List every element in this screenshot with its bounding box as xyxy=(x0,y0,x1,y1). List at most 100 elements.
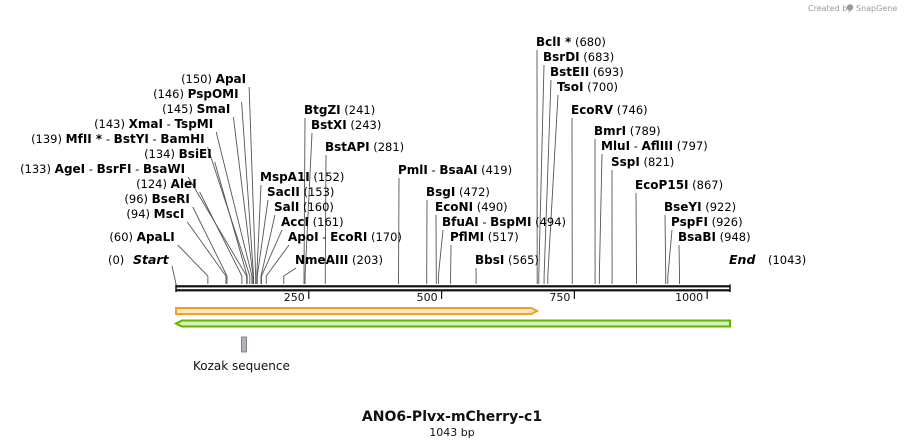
start-label: Start xyxy=(133,252,170,267)
enzyme-name: ApoI xyxy=(288,230,319,244)
cut-site-leader xyxy=(199,191,243,284)
cut-site-label: (143) XmaI - TspMI xyxy=(94,117,213,131)
cut-site-bseyi[interactable]: BseYI (922) xyxy=(664,200,736,214)
enzyme-name: AflIII xyxy=(642,139,674,153)
enzyme-name: AgeI xyxy=(55,162,85,176)
cut-site-ecorv[interactable]: EcoRV (746) xyxy=(571,103,648,117)
cut-site-bseri[interactable]: (96) BseRI xyxy=(124,192,189,206)
cut-position: (419) xyxy=(478,163,513,177)
cut-site-apali[interactable]: (60) ApaLI xyxy=(109,230,174,244)
cut-site-apai[interactable]: (150) ApaI xyxy=(181,72,246,86)
cut-site-label: BsgI (472) xyxy=(426,185,490,199)
cut-site-pmli[interactable]: PmlI - BsaAI (419) xyxy=(398,163,512,177)
cut-site-label: (60) ApaLI xyxy=(109,230,174,244)
enzyme-separator: - xyxy=(85,162,96,176)
tick-label: 750 xyxy=(549,291,570,304)
cut-site-label: (139) MfII * - BstYI - BamHI xyxy=(31,132,205,146)
enzyme-name: SacII xyxy=(267,185,300,199)
green-feature-arrow[interactable] xyxy=(173,319,731,328)
cut-site-leader xyxy=(598,153,603,284)
cut-site-btgzi[interactable]: BtgZI (241) xyxy=(304,103,375,117)
cut-site-smai[interactable]: (145) SmaI xyxy=(162,102,230,116)
enzyme-name: BstXI xyxy=(311,118,347,132)
cut-site-leader xyxy=(177,244,209,284)
enzyme-name: MluI xyxy=(601,139,630,153)
cut-site-pspfi[interactable]: PspFI (926) xyxy=(671,215,743,229)
cut-position: (867) xyxy=(689,178,724,192)
cut-site-nmeaiii[interactable]: NmeAIII (203) xyxy=(295,253,383,267)
cut-site-pspomi[interactable]: (146) PspOMI xyxy=(153,87,239,101)
cut-site-label: MspA1I (152) xyxy=(260,170,344,184)
cut-position: (797) xyxy=(673,139,708,153)
start-position: (0) xyxy=(108,253,124,267)
enzyme-name: EcoRI xyxy=(330,230,367,244)
cut-site-bstapi[interactable]: BstAPI (281) xyxy=(325,140,404,154)
cut-site-label: SalI (160) xyxy=(274,200,334,214)
enzyme-name: EcoP15I xyxy=(635,178,689,192)
cut-site-acci[interactable]: AccI (161) xyxy=(281,215,344,229)
cut-site-econi[interactable]: EcoNI (490) xyxy=(435,200,508,214)
cut-site-bbsi[interactable]: BbsI (565) xyxy=(475,253,539,267)
enzyme-name: BmrI xyxy=(594,124,626,138)
cut-site-leader xyxy=(260,214,276,284)
cut-site-bcli[interactable]: BclI * (680) xyxy=(536,35,606,49)
cut-site-leader xyxy=(207,146,251,284)
cut-site-sali[interactable]: SalI (160) xyxy=(274,200,334,214)
map-title: ANO6-Plvx-mCherry-c1 xyxy=(362,409,542,425)
cut-site-label: (94) MscI xyxy=(126,207,184,221)
enzyme-name: SmaI xyxy=(197,102,231,116)
cut-site-mspa1i[interactable]: MspA1I (152) xyxy=(260,170,344,184)
cut-site-tsoi[interactable]: TsoI (700) xyxy=(557,80,618,94)
features: Kozak sequence xyxy=(173,307,731,373)
cut-site-alei[interactable]: (124) AleI xyxy=(136,177,197,191)
end-position: (1043) xyxy=(768,253,806,267)
cut-site-leader xyxy=(678,244,680,284)
cut-position: (241) xyxy=(341,103,376,117)
cut-site-bsiei[interactable]: (134) BsiEI xyxy=(144,147,212,161)
enzyme-name: SspI xyxy=(611,155,640,169)
enzyme-name: EcoNI xyxy=(435,200,473,214)
enzyme-name: ApaI xyxy=(216,72,246,86)
snapgene-logo-icon xyxy=(846,4,854,11)
cut-site-sacii[interactable]: SacII (153) xyxy=(267,185,334,199)
orange-feature-arrow[interactable] xyxy=(175,307,540,315)
cut-position: (146) xyxy=(153,87,188,101)
cut-site-pflmi[interactable]: PflMI (517) xyxy=(450,230,519,244)
cut-site-agei[interactable]: (133) AgeI - BsrFI - BsaWI xyxy=(20,162,185,176)
cut-site-sspi[interactable]: SspI (821) xyxy=(611,155,674,169)
cut-site-apoi[interactable]: ApoI - EcoRI (170) xyxy=(288,230,402,244)
cut-site-bsgi[interactable]: BsgI (472) xyxy=(426,185,490,199)
cut-site-bsteii[interactable]: BstEII (693) xyxy=(550,65,624,79)
cut-site-mfii[interactable]: (139) MfII * - BstYI - BamHI xyxy=(31,132,205,146)
cut-site-msci[interactable]: (94) MscI xyxy=(126,207,184,221)
kozak-sequence-marker[interactable] xyxy=(241,336,247,353)
enzyme-name: BstEII xyxy=(550,65,589,79)
cut-position: (143) xyxy=(94,117,129,131)
cut-site-label: SspI (821) xyxy=(611,155,674,169)
cut-site-bsrdi[interactable]: BsrDI (683) xyxy=(543,50,614,64)
cut-site-label: (96) BseRI xyxy=(124,192,189,206)
cut-position: (922) xyxy=(702,200,737,214)
enzyme-separator: - xyxy=(428,163,439,177)
cut-position: (472) xyxy=(455,185,490,199)
enzyme-name: BspMI xyxy=(490,215,531,229)
enzyme-name: TsoI xyxy=(557,80,583,94)
cut-site-ecop15i[interactable]: EcoP15I (867) xyxy=(635,178,723,192)
cut-site-bstxi[interactable]: BstXI (243) xyxy=(311,118,381,132)
cut-site-bmri[interactable]: BmrI (789) xyxy=(594,124,661,138)
cut-site-bsabi[interactable]: BsaBI (948) xyxy=(678,230,751,244)
cut-position: (700) xyxy=(583,80,618,94)
cut-position: (926) xyxy=(708,215,743,229)
enzyme-name: MspA1I xyxy=(260,170,310,184)
cut-site-mlui[interactable]: MluI - AflIII (797) xyxy=(601,139,708,153)
cut-site-leader xyxy=(303,117,306,284)
cut-site-label: AccI (161) xyxy=(281,215,344,229)
cut-site-leader xyxy=(543,79,552,284)
cut-site-label: EcoRV (746) xyxy=(571,103,648,117)
cut-site-xmai[interactable]: (143) XmaI - TspMI xyxy=(94,117,213,131)
cut-site-bfuai[interactable]: BfuAI - BspMI (494) xyxy=(442,215,566,229)
enzyme-name: BsrDI xyxy=(543,50,580,64)
backbone-bottom-strand xyxy=(176,289,730,292)
cut-site-leader xyxy=(324,154,327,284)
cut-site-label: (124) AleI xyxy=(136,177,197,191)
